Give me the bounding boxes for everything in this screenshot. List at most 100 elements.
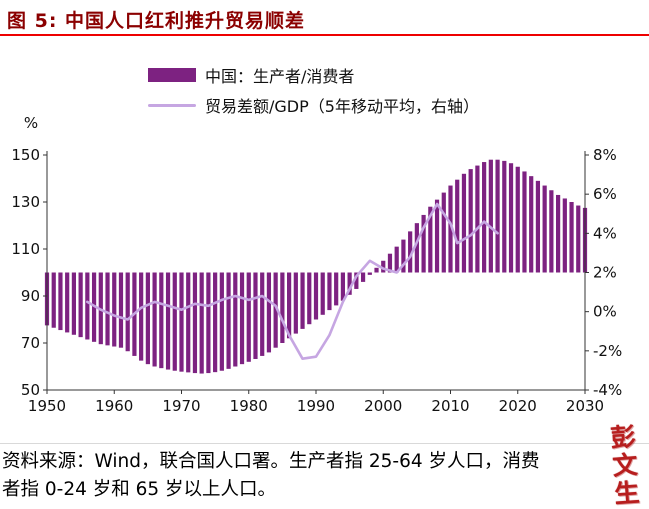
legend: 中国：生产者/消费者 贸易差额/GDP（5年移动平均，右轴） (148, 64, 479, 124)
right-axis-tick-label: -2% (593, 342, 622, 360)
right-axis-tick-label: 6% (593, 185, 617, 203)
right-axis-tick-label: -4% (593, 381, 622, 399)
bar (502, 160, 507, 273)
line-series-label: 贸易差额/GDP（5年移动平均，右轴） (205, 97, 479, 116)
chart: 150 130 110 90 70 50 8% 6% 4% 2% 0% -2% -4% 1950 1960 1… (11, 114, 622, 415)
bar (428, 206, 433, 273)
bar (300, 272, 305, 329)
bar (468, 169, 473, 273)
bar (482, 162, 487, 273)
bar (441, 192, 446, 273)
axes (43, 151, 589, 394)
bar (549, 190, 554, 273)
bar (280, 272, 285, 343)
bar (542, 185, 547, 273)
bar (78, 272, 83, 338)
bar (179, 272, 184, 372)
bar (293, 272, 298, 334)
bar (354, 272, 359, 289)
bar (320, 272, 325, 315)
bar (434, 199, 440, 273)
bar (488, 159, 493, 273)
bar (421, 214, 426, 273)
source-note-line1: 资料来源：Wind，联合国人口署。生产者指 25-64 岁人口，消费 (2, 451, 540, 472)
bar (448, 185, 453, 273)
bar (58, 272, 63, 331)
bar (334, 272, 339, 306)
bar (495, 159, 500, 273)
bar (85, 272, 90, 340)
bar (522, 171, 527, 273)
bar (347, 272, 352, 295)
bar (253, 272, 258, 359)
bar (266, 272, 272, 353)
x-axis-tick-label: 1990 (297, 397, 335, 415)
x-axis-tick-label: 1960 (95, 397, 133, 415)
bar (139, 272, 144, 361)
right-axis-tick-label: 4% (593, 224, 617, 242)
bar (213, 272, 218, 373)
bar (246, 272, 251, 362)
bar (307, 272, 312, 325)
bar (172, 272, 177, 371)
trade-balance-line (86, 202, 499, 361)
bar (192, 272, 198, 374)
bar (455, 179, 460, 273)
bar (219, 272, 224, 371)
signature-watermark: 彭文生 (606, 423, 641, 509)
left-axis-tick-label: 90 (21, 287, 40, 305)
figure-title: 图 5: 中国人口红利推升贸易顺差 (7, 10, 306, 32)
bar-series (44, 159, 588, 374)
bar (562, 198, 567, 273)
bar (374, 267, 379, 273)
bar (65, 272, 70, 333)
bar (461, 173, 467, 273)
bar (394, 246, 399, 273)
bar (367, 272, 372, 275)
bar-series-label: 中国：生产者/消费者 (205, 67, 355, 86)
left-axis-tick-label: 110 (11, 240, 40, 258)
bar-series-swatch (148, 68, 196, 82)
bar (71, 272, 76, 335)
title-underline (0, 34, 649, 36)
x-axis-tick-label: 2020 (499, 397, 537, 415)
line-series-swatch (148, 103, 196, 107)
x-axis-tick-label: 1950 (28, 397, 66, 415)
source-note-line2: 者指 0-24 岁和 65 岁以上人口。 (2, 479, 277, 500)
bar (508, 163, 514, 273)
x-axis-tick-label: 2000 (364, 397, 402, 415)
x-axis-tick-label: 1980 (230, 397, 268, 415)
source-note: 资料来源：Wind，联合国人口署。生产者指 25-64 岁人口，消费 者指 0-… (2, 448, 609, 504)
bar (165, 272, 171, 370)
bar (199, 272, 204, 374)
footer-divider (0, 443, 649, 444)
left-axis-tick-label: 70 (21, 334, 40, 352)
bar (576, 205, 581, 273)
bar (360, 272, 366, 282)
right-axis-tick-label: 2% (593, 264, 617, 282)
bar (152, 272, 157, 367)
bar (414, 223, 419, 273)
legend-row-line: 贸易差额/GDP（5年移动平均，右轴） (148, 94, 479, 116)
bar (206, 272, 211, 374)
bar (287, 272, 292, 339)
bar (569, 202, 574, 273)
legend-row-bar: 中国：生产者/消费者 (148, 64, 479, 86)
bar (340, 272, 345, 301)
axis-labels: 150 130 110 90 70 50 8% 6% 4% 2% 0% -2% -4% 1950 1960 1… (11, 114, 622, 415)
bar (387, 253, 393, 273)
bar (226, 272, 231, 369)
bar (105, 272, 110, 346)
bar (381, 260, 386, 273)
x-axis-tick-label: 1970 (162, 397, 200, 415)
left-axis-tick-label: 150 (11, 146, 40, 164)
bar (313, 272, 319, 320)
left-axis-unit-label: % (24, 114, 38, 132)
right-axis-tick-label: 8% (593, 146, 617, 164)
bar (159, 272, 164, 369)
x-axis-tick-label: 2010 (431, 397, 469, 415)
bar (239, 272, 245, 365)
bar (145, 272, 150, 365)
bar (273, 272, 278, 348)
bar (233, 272, 238, 367)
